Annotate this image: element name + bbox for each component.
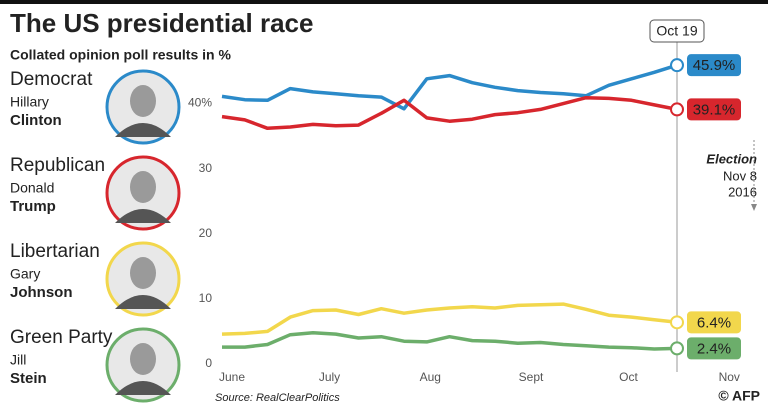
legend-label: Trump [10,198,56,215]
x-tick-label: Oct [619,370,638,384]
end-marker [670,341,684,356]
portrait-shoulders [115,295,171,309]
value-label-box [687,311,741,334]
portrait-head [130,85,156,117]
series-line [222,330,678,351]
date-box [649,19,705,43]
legend-label: Clinton [10,112,62,129]
party-name: Republican [10,155,105,176]
portrait-head [130,343,156,375]
x-tick-label: July [319,370,340,384]
portrait-head [130,171,156,203]
election-date: 2016 [728,184,757,199]
end-marker [670,102,684,117]
legend-label: Stein [10,370,47,387]
credit: © AFP [718,388,760,404]
series-line [221,63,678,111]
election-date: Nov 8 [723,168,757,183]
series-line [221,95,678,131]
x-tick-label: Nov [719,370,740,384]
end-marker [670,315,684,330]
x-tick-label: Sept [519,370,544,384]
election-arrow [751,204,757,211]
source: Source: RealClearPolitics [215,392,340,404]
y-tick-label: 10 [199,291,213,305]
first-name: Gary [10,266,40,282]
subtitle: Collated opinion poll results in % [10,47,231,63]
value-label-box [687,337,741,360]
portrait-shoulders [115,123,171,137]
y-tick-label: 30 [199,161,213,175]
end-marker [670,58,684,73]
portrait-shoulders [115,209,171,223]
first-name: Hillary [10,94,49,110]
value-label: 39.1% [693,101,736,118]
value-label: 45.9% [693,57,736,74]
party-name: Libertarian [10,241,100,262]
election-label: Election [706,151,757,166]
legend-label: Johnson [10,284,73,301]
value-label-box [687,98,741,121]
party-name: Green Party [10,327,113,348]
top-rule [0,0,768,4]
party-name: Democrat [10,69,93,90]
y-tick-label: 20 [199,226,213,240]
date-label: Oct 19 [656,23,697,39]
y-tick-label: 0 [205,356,212,370]
value-label-box [687,54,741,77]
x-tick-label: Aug [420,370,441,384]
first-name: Donald [10,180,54,196]
chart-title: The US presidential race [10,8,313,38]
x-tick-label: June [219,370,245,384]
series-line [221,302,678,336]
first-name: Jill [10,352,26,368]
portrait-shoulders [115,381,171,395]
portrait-head [130,257,156,289]
value-label: 2.4% [697,340,731,357]
y-tick-label: 40% [188,96,212,110]
value-label: 6.4% [697,314,731,331]
